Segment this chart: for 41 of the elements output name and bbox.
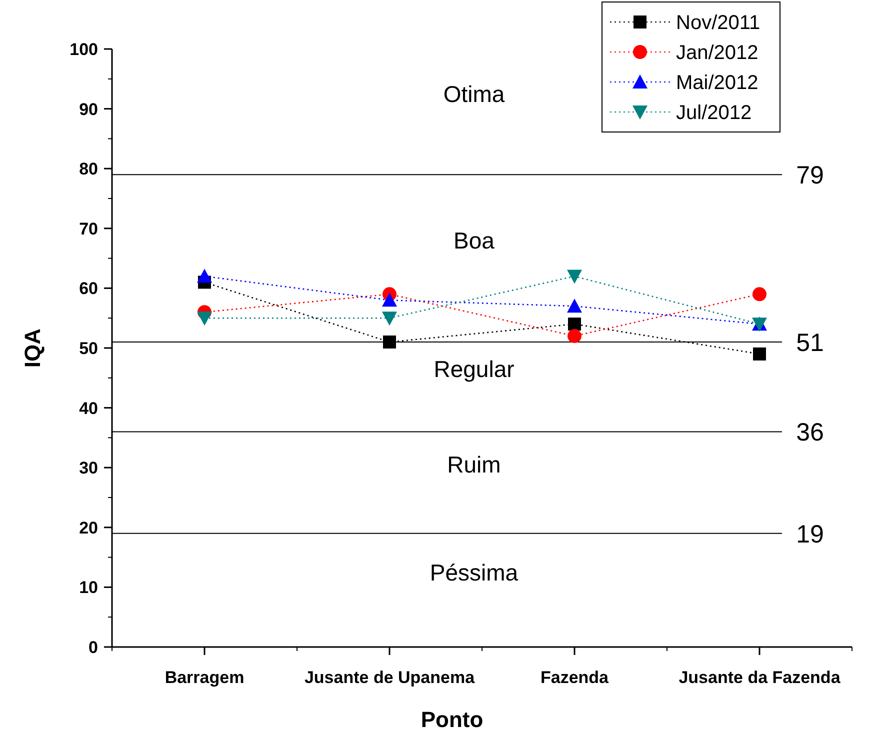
point (382, 312, 397, 326)
x-tick-label: Fazenda (540, 668, 610, 687)
annotation: Regular (434, 356, 515, 382)
y-tick-label: 0 (88, 638, 98, 657)
ref-line-label: 51 (796, 329, 824, 358)
ref-line-label: 36 (796, 418, 824, 447)
point (568, 318, 581, 331)
y-tick-label: 90 (79, 100, 98, 119)
ref-line-label: 79 (796, 162, 824, 190)
y-tick-label: 70 (79, 219, 98, 238)
legend-label: Jan/2012 (676, 42, 758, 64)
legend-label: Jul/2012 (676, 102, 752, 124)
ref-line-label: 19 (796, 520, 824, 548)
y-tick-label: 40 (79, 398, 98, 418)
point (197, 312, 212, 326)
point (197, 268, 212, 283)
y-axis-title: IQA (20, 328, 45, 368)
y-tick-label: 50 (79, 339, 98, 358)
point (752, 287, 766, 302)
point (753, 347, 766, 360)
annotation: Otima (443, 80, 505, 107)
point (567, 298, 582, 313)
y-tick-label: 80 (79, 160, 98, 179)
x-tick-label: Barragem (164, 668, 244, 687)
x-axis-title: Ponto (420, 707, 484, 732)
y-tick-label: 100 (70, 40, 98, 59)
y-tick-label: 10 (79, 578, 98, 598)
x-tick-label: Jusante da Fazenda (678, 668, 841, 687)
annotation: Boa (454, 227, 495, 254)
annotation: Ruim (447, 452, 501, 478)
point (383, 336, 396, 349)
point (568, 329, 582, 344)
point (567, 270, 582, 284)
y-tick-label: 60 (79, 279, 98, 298)
y-tick-label: 20 (79, 518, 98, 538)
legend-label: Mai/2012 (676, 72, 758, 94)
y-tick-label: 30 (79, 458, 98, 478)
legend-label: Nov/2011 (676, 12, 760, 34)
x-tick-label: Jusante de Upanema (304, 668, 476, 687)
annotation: Péssima (430, 559, 518, 586)
point (382, 292, 397, 307)
